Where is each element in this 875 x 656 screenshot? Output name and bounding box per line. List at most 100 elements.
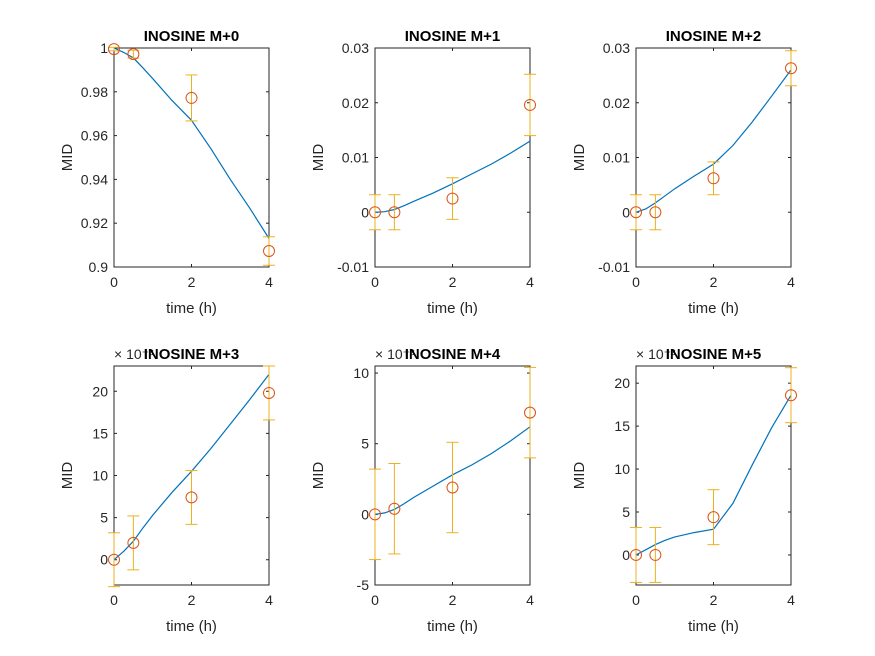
y-axis-label: MID: [59, 144, 76, 172]
data-point: [263, 245, 275, 258]
x-axis-label: time (h): [427, 618, 478, 635]
x-tick-label: 0: [110, 274, 118, 290]
data-point: [446, 481, 459, 494]
fit-line: [113, 374, 270, 561]
subplot-title: INOSINE M+0: [144, 28, 239, 45]
y-tick-label: 0: [100, 552, 108, 568]
y-tick-label: 0: [361, 204, 369, 220]
x-tick-label: 4: [526, 274, 534, 290]
y-axis-label: MID: [571, 462, 588, 490]
subplot-title: INOSINE M+4: [405, 346, 501, 363]
y-tick-label: 0.02: [342, 95, 369, 111]
x-tick-label: 2: [188, 274, 196, 290]
x-axis-label: time (h): [688, 300, 739, 317]
y-axis-label: MID: [59, 462, 76, 490]
data-point: [127, 536, 140, 549]
data-point: [785, 389, 797, 402]
x-tick-label: 4: [787, 592, 795, 608]
data-point: [108, 553, 120, 566]
data-point: [524, 406, 536, 419]
y-tick-label: 10: [353, 365, 369, 381]
y-tick-label: 5: [100, 510, 108, 526]
x-axis-label: time (h): [427, 300, 478, 317]
data-point: [388, 206, 401, 219]
y-tick-label: -0.01: [598, 259, 630, 275]
y-tick-label: 1: [100, 40, 108, 56]
x-tick-label: 2: [710, 592, 718, 608]
x-tick-label: 4: [787, 274, 795, 290]
x-tick-label: 2: [710, 274, 718, 290]
data-point: [185, 91, 198, 104]
fit-line: [374, 426, 531, 515]
x-tick-label: 0: [632, 274, 640, 290]
y-tick-label: 0: [622, 547, 630, 563]
fit-line: [113, 47, 270, 239]
x-tick-label: 0: [110, 592, 118, 608]
y-tick-label: 0.96: [81, 128, 108, 144]
fit-line: [635, 394, 792, 556]
y-tick-label: 0: [361, 506, 369, 522]
axes-box: [635, 47, 792, 268]
data-point: [369, 206, 381, 219]
subplot-0: 0.9 0.92 0.94 0.96 0.98 1 0 2 4 INOSINE M+0 time (…: [59, 28, 275, 317]
y-tick-label: 0.03: [342, 40, 369, 56]
y-axis-label: MID: [310, 144, 327, 172]
x-axis-label: time (h): [166, 618, 217, 635]
x-axis-label: time (h): [688, 618, 739, 635]
y-tick-label: 0.02: [603, 95, 630, 111]
y-tick-label: 0.01: [342, 150, 369, 166]
y-tick-label: 20: [614, 375, 630, 391]
y-tick-label: 10: [92, 468, 108, 484]
y-tick-label: 10: [614, 461, 630, 477]
x-tick-label: 2: [449, 592, 457, 608]
y-tick-label: 0.98: [81, 84, 108, 100]
x-tick-label: 4: [265, 592, 273, 608]
data-point: [388, 502, 401, 515]
data-point: [185, 491, 198, 504]
subplot-title: INOSINE M+2: [666, 28, 761, 45]
axes-box: [635, 365, 792, 586]
subplot-title: INOSINE M+5: [666, 346, 761, 363]
data-point: [630, 206, 642, 219]
x-tick-label: 4: [265, 274, 273, 290]
y-exponent-label: × 10⁻³: [375, 346, 415, 362]
fit-line: [374, 140, 531, 213]
data-point: [524, 98, 536, 111]
x-axis-label: time (h): [166, 300, 217, 317]
y-tick-label: 0: [622, 204, 630, 220]
subplot-title: INOSINE M+1: [405, 28, 500, 45]
y-tick-label: -0.01: [337, 259, 369, 275]
y-axis-label: MID: [571, 144, 588, 172]
data-point: [630, 548, 642, 561]
data-point: [649, 548, 662, 561]
data-point: [263, 386, 275, 399]
x-tick-label: 4: [526, 592, 534, 608]
data-point: [446, 192, 459, 205]
y-axis-label: MID: [310, 462, 327, 490]
data-point: [649, 206, 662, 219]
data-point: [369, 508, 381, 521]
y-tick-label: 15: [92, 425, 108, 441]
y-tick-label: 0.94: [81, 171, 108, 187]
x-tick-label: 2: [188, 592, 196, 608]
y-tick-label: 5: [622, 504, 630, 520]
y-tick-label: 0.01: [603, 150, 630, 166]
y-tick-label: -5: [357, 577, 370, 593]
x-tick-label: 0: [632, 592, 640, 608]
data-point: [785, 62, 797, 75]
data-point: [707, 511, 720, 524]
y-exponent-label: × 10⁻³: [636, 346, 676, 362]
y-tick-label: 15: [614, 418, 630, 434]
axes-box: [374, 47, 531, 268]
x-tick-label: 0: [371, 592, 379, 608]
y-tick-label: 0.9: [89, 259, 109, 275]
y-tick-label: 0.03: [603, 40, 630, 56]
data-point: [707, 172, 720, 185]
x-tick-label: 0: [371, 274, 379, 290]
y-exponent-label: × 10⁻³: [114, 346, 154, 362]
